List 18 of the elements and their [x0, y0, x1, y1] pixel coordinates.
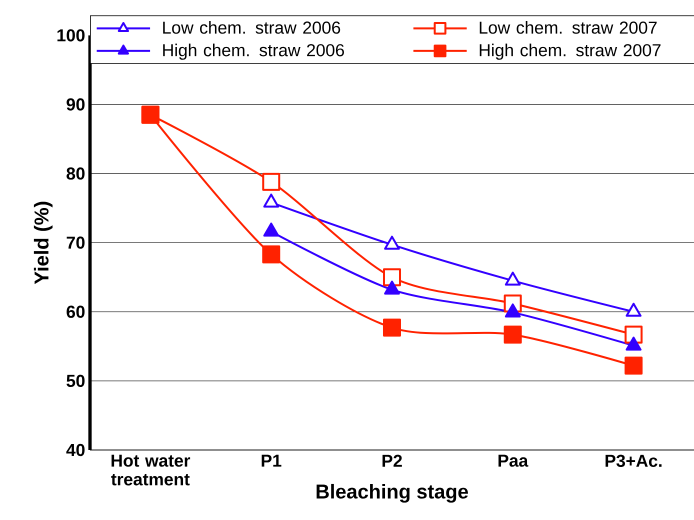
y-tick-label: 60: [66, 306, 85, 318]
legend-label: Low chem. straw 2007: [480, 21, 657, 34]
legend-label: High chem. straw 2006: [163, 44, 344, 60]
y-tick-label: 50: [66, 374, 85, 388]
y-tick-label: 80: [66, 167, 85, 180]
x-tick-label: Paa: [498, 454, 528, 467]
x-tick-label: P2: [382, 454, 402, 467]
y-tick-label: 40: [66, 444, 85, 456]
x-tick-label: Hot water treatment: [111, 454, 190, 486]
legend-label: Low chem. straw 2006: [163, 21, 340, 34]
x-axis-title: Bleaching stage: [316, 484, 468, 503]
y-tick-label: 70: [66, 236, 85, 249]
y-tick-label: 90: [66, 98, 85, 111]
legend-label: High chem. straw 2007: [480, 44, 661, 60]
x-tick-label: P3+Ac.: [606, 454, 662, 467]
x-tick-label: P1: [262, 454, 282, 467]
y-tick-label: 100: [57, 29, 85, 42]
y-axis-title: Yield (%): [34, 202, 53, 284]
